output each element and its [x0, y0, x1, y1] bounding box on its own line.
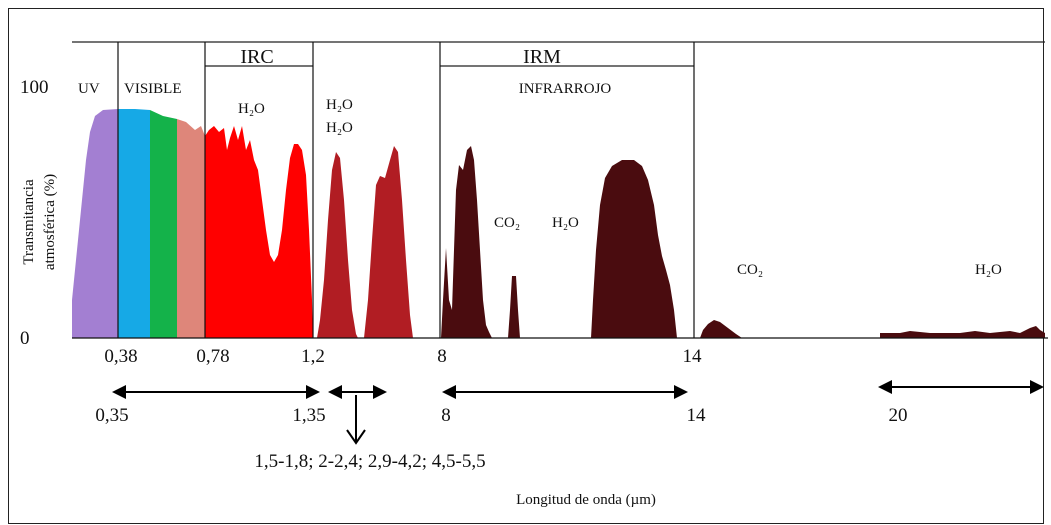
y-tick-0: 0: [20, 328, 30, 349]
blue-band-fill: [118, 109, 150, 338]
dark-red-peak-1: [317, 152, 358, 338]
x-tick-1-2: 1,2: [301, 346, 325, 367]
x-tick-0-78: 0,78: [196, 346, 229, 367]
x-tick-0-38: 0,38: [104, 346, 137, 367]
header-irc-label: IRC: [240, 46, 273, 68]
absorption-label-co2-far: CO₂: [737, 262, 763, 278]
band-3-end: 14: [687, 405, 707, 426]
dark-red-peak-2: [364, 146, 413, 338]
red-band-fill: [205, 126, 313, 338]
absorption-label-h2o-a: H₂O: [326, 97, 353, 113]
absorption-label-co2-mid: CO₂: [494, 215, 520, 231]
band-1-end: 1,35: [292, 405, 325, 426]
absorption-label-h2o-irc: H₂O: [238, 101, 265, 117]
band-arrow-3: [442, 385, 688, 399]
x-axis-label: Longitud de onda (µm): [516, 492, 656, 508]
green-band-fill: [150, 110, 177, 338]
band-1-start: 0,35: [95, 405, 128, 426]
maroon-low-bump: [700, 320, 742, 338]
band-arrow-2: [328, 385, 387, 399]
maroon-peak-2: [508, 276, 520, 338]
maroon-peak-3: [591, 160, 677, 338]
pink-band-fill: [177, 119, 205, 338]
y-axis-label-line1: Transmitancia: [21, 179, 37, 265]
band-2-note: 1,5-1,8; 2-2,4; 2,9-4,2; 4,5-5,5: [254, 451, 485, 472]
maroon-peak-1: [441, 146, 492, 338]
y-tick-100: 100: [20, 77, 49, 98]
x-tick-14: 14: [683, 346, 703, 367]
band-3-start: 8: [441, 405, 451, 426]
header-irm-label: IRM: [523, 46, 561, 68]
region-label-infrarrojo: INFRARROJO: [519, 81, 612, 97]
band-4-start: 20: [889, 405, 908, 426]
band-arrow-2-pointer: [346, 395, 366, 445]
maroon-far-baseline: [880, 326, 1045, 338]
band-arrow-1: [112, 385, 320, 399]
region-label-uv: UV: [78, 81, 100, 97]
uv-band-fill: [72, 109, 118, 338]
x-tick-8: 8: [437, 346, 447, 367]
region-label-visible: VISIBLE: [124, 81, 182, 97]
figure-frame: [8, 8, 1044, 524]
absorption-label-h2o-mid: H₂O: [552, 215, 579, 231]
y-axis-label-line2: atmosférica (%): [42, 174, 58, 270]
absorption-label-h2o-b: H₂O: [326, 120, 353, 136]
band-arrow-4: [878, 380, 1044, 394]
absorption-label-h2o-far: H₂O: [975, 262, 1002, 278]
